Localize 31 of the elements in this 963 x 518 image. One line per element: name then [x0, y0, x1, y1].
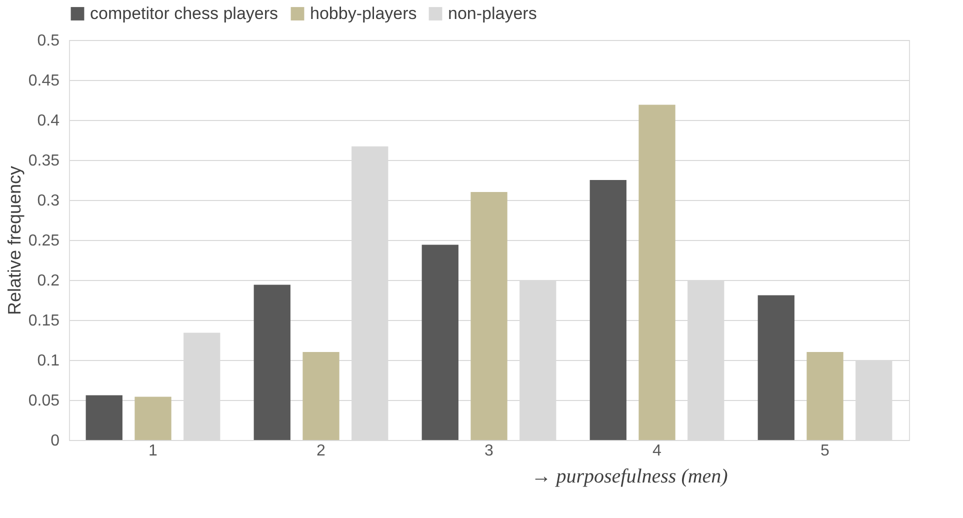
bar — [470, 192, 508, 440]
x-axis-title: → purposefulness (men) — [531, 466, 728, 488]
y-tick-label: 0.4 — [37, 112, 60, 130]
y-tick-label: 0.1 — [37, 352, 60, 370]
bar — [134, 396, 172, 440]
y-tick-label: 0.2 — [37, 272, 60, 290]
y-axis-title: Relative frequency — [4, 166, 24, 316]
x-tick-label: 1 — [148, 442, 158, 460]
legend-label: hobby-players — [310, 4, 417, 23]
x-tick-label: 5 — [820, 442, 830, 460]
y-tick-label: 0.05 — [28, 392, 60, 410]
y-tick-label: 0.25 — [28, 232, 60, 250]
bar — [590, 180, 626, 440]
y-tick-label: 0.15 — [28, 312, 60, 330]
y-tick-label: 0.45 — [28, 72, 60, 90]
x-tick-label: 3 — [484, 442, 494, 460]
bar — [422, 244, 458, 440]
bar — [638, 104, 676, 440]
bar — [254, 284, 290, 440]
y-tick-label: 0.3 — [37, 192, 60, 210]
bar — [806, 352, 844, 440]
legend-label: non-players — [448, 4, 537, 23]
y-tick-label: 0.35 — [28, 152, 60, 170]
y-tick-label: 0.5 — [37, 32, 60, 50]
bar — [302, 352, 340, 440]
legend-label: competitor chess players — [90, 4, 278, 23]
bar — [758, 295, 794, 440]
x-tick-label: 2 — [316, 442, 326, 460]
y-tick-label: 0 — [50, 432, 60, 450]
bar — [86, 395, 122, 440]
x-tick-label: 4 — [652, 442, 662, 460]
